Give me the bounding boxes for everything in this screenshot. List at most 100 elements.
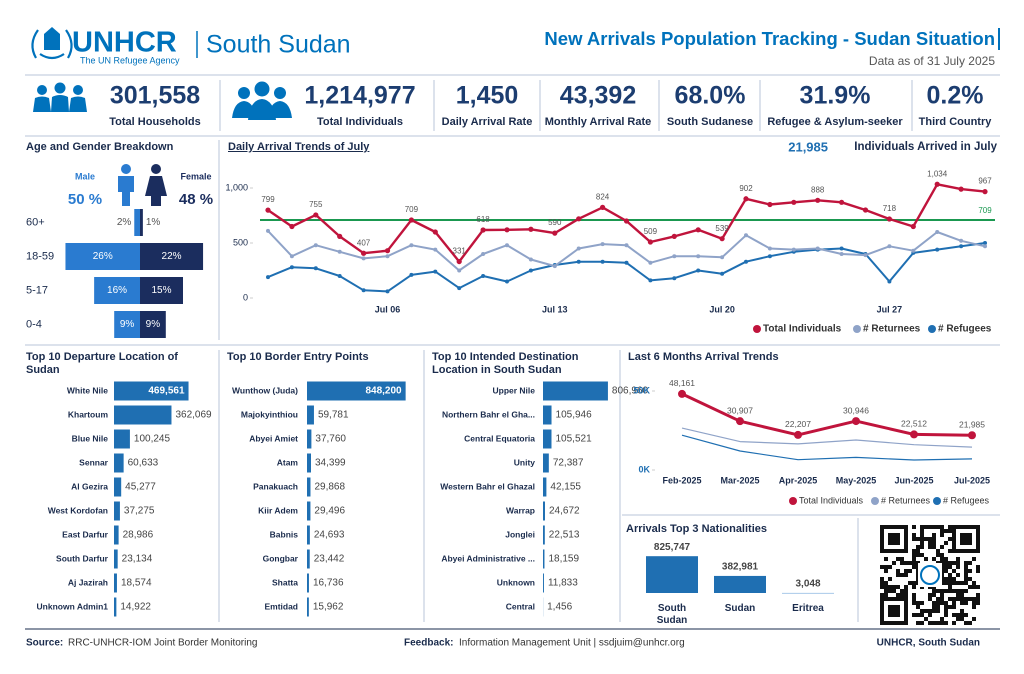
qr-module	[972, 601, 976, 605]
legend-label: Male	[75, 171, 95, 181]
qr-module	[960, 593, 964, 597]
qr-module	[916, 605, 920, 609]
qr-module	[888, 565, 892, 569]
qr-module	[928, 609, 932, 613]
category-label: Upper Nile	[492, 385, 535, 395]
qr-module	[896, 569, 900, 573]
qr-module	[940, 557, 944, 561]
qr-module	[948, 581, 952, 585]
qr-module	[968, 561, 972, 565]
line	[681, 427, 973, 448]
qr-module	[888, 589, 892, 593]
value-label: 888	[811, 185, 825, 194]
legend-label: # Returnees	[863, 324, 921, 335]
qr-module	[920, 553, 924, 557]
qr-module	[952, 597, 956, 601]
qr-module	[968, 537, 972, 541]
qr-module	[956, 617, 960, 621]
x-tick-label: Sudan	[724, 603, 756, 614]
qr-module	[952, 525, 956, 529]
qr-module	[908, 581, 912, 585]
qr-module	[904, 537, 908, 541]
qr-module	[948, 573, 952, 577]
value-label: 15%	[151, 285, 171, 296]
point	[337, 274, 342, 278]
qr-module	[944, 621, 948, 625]
category-label: Majokyinthiou	[241, 409, 298, 419]
qr-module	[944, 609, 948, 613]
qr-module	[948, 565, 952, 569]
legend-marker	[789, 497, 797, 505]
category-label: Jonglei	[505, 529, 535, 539]
bar	[714, 575, 766, 593]
qr-module	[932, 557, 936, 561]
point	[791, 199, 797, 205]
qr-module	[968, 525, 972, 529]
qr-module	[884, 549, 888, 553]
point	[720, 255, 725, 260]
value-label: 37,760	[315, 434, 346, 445]
qr-module	[956, 613, 960, 617]
chart-title: Daily Arrival Trends of July	[228, 141, 370, 153]
qr-module	[944, 529, 948, 533]
bar	[307, 597, 309, 617]
qr-module	[912, 593, 916, 597]
point	[576, 216, 582, 222]
qr-module	[940, 529, 944, 533]
bar	[307, 501, 311, 521]
kpi-value: 1,214,977	[304, 82, 415, 110]
qr-module	[924, 537, 928, 541]
qr-module	[944, 589, 948, 593]
point	[456, 258, 462, 265]
point	[313, 243, 318, 248]
footer-label: Feedback:	[404, 638, 453, 649]
legend-label: # Refugees	[943, 495, 990, 505]
point	[528, 226, 534, 232]
reference-label: 709	[978, 206, 992, 215]
qr-module	[880, 533, 884, 537]
qr-module	[948, 537, 952, 541]
category-label: Babnis	[270, 529, 299, 539]
qr-module	[928, 593, 932, 597]
qr-module	[884, 585, 888, 589]
category-label: Unity	[514, 457, 536, 467]
point	[791, 247, 796, 252]
point	[624, 260, 629, 265]
category-label: Northern Bahr el Gha...	[442, 409, 535, 419]
qr-module	[956, 557, 960, 561]
qr-module	[896, 585, 900, 589]
male-icon	[118, 164, 134, 206]
qr-module	[888, 533, 892, 537]
point	[767, 201, 773, 208]
qr-module	[936, 609, 940, 613]
qr-module	[952, 613, 956, 617]
value-label: 590	[548, 218, 562, 227]
point	[432, 229, 438, 235]
x-tick-label: Feb-2025	[662, 475, 701, 485]
qr-module	[908, 569, 912, 573]
chart-title: Top 10 Intended Destination Location in …	[432, 351, 579, 376]
value-label: 105,946	[556, 410, 593, 421]
qr-module	[952, 529, 956, 533]
qr-module	[968, 621, 972, 625]
value-label: 1,034	[927, 169, 948, 178]
point	[935, 230, 940, 234]
qr-module	[948, 605, 952, 609]
point	[289, 265, 294, 270]
legend-marker	[753, 325, 761, 333]
country: South Sudan	[206, 31, 351, 59]
qr-module	[956, 525, 960, 529]
category-label: 18-59	[26, 250, 54, 262]
qr-module	[920, 533, 924, 537]
point	[839, 246, 844, 251]
point	[457, 286, 462, 291]
kpi-value: 301,558	[110, 82, 200, 110]
point	[647, 239, 654, 245]
category-label: Emtidad	[264, 601, 298, 611]
qr-module	[952, 561, 956, 565]
legend-marker	[933, 497, 941, 505]
point	[935, 247, 940, 252]
point	[337, 233, 343, 239]
value-label: 29,496	[314, 506, 345, 517]
